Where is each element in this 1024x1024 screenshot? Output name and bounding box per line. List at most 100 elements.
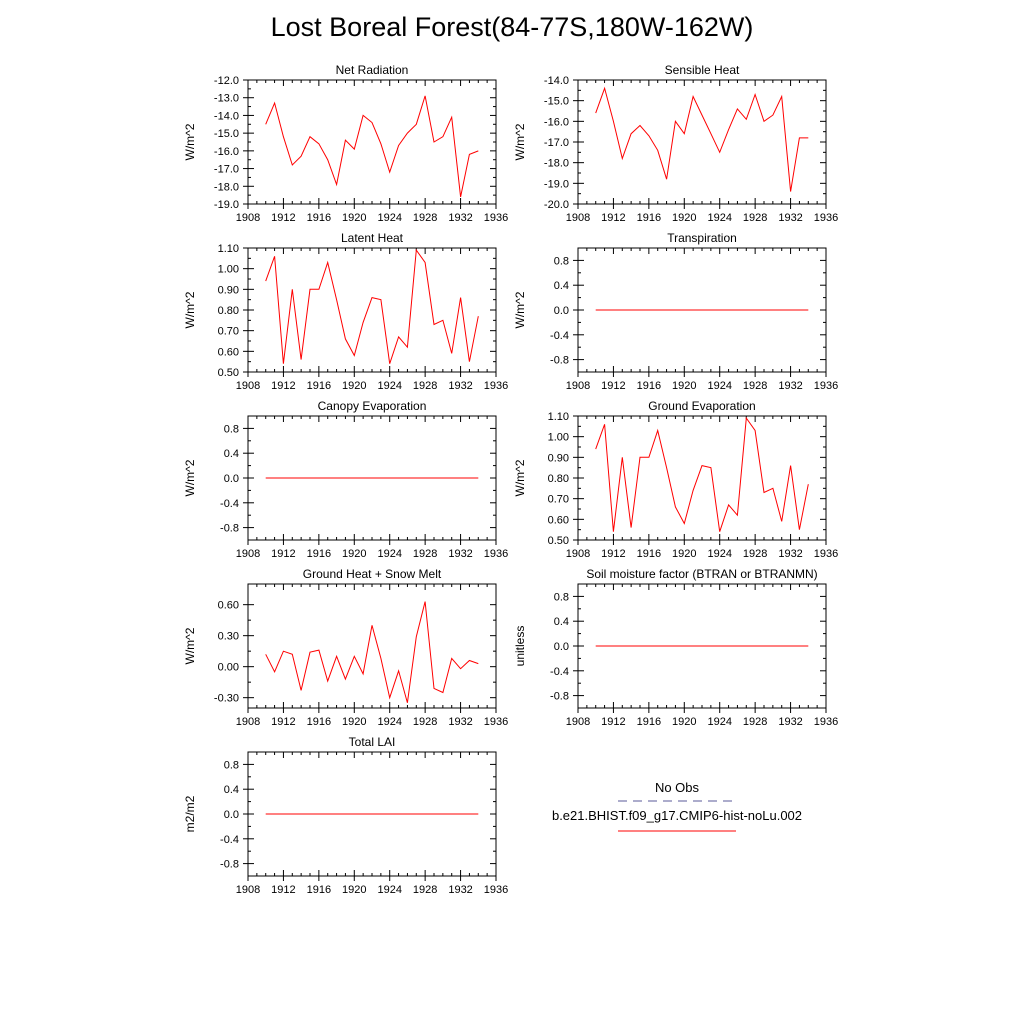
- x-tick-label: 1920: [672, 548, 696, 560]
- x-tick-label: 1936: [814, 548, 838, 560]
- y-tick-label: 0.00: [218, 662, 239, 674]
- series-line-ground-evaporation: [595, 416, 809, 532]
- x-tick-label: 1920: [342, 548, 366, 560]
- y-axis-label: W/m^2: [513, 459, 527, 496]
- x-tick-label: 1916: [637, 716, 661, 728]
- panel-title: Net Radiation: [336, 63, 409, 77]
- page-title: Lost Boreal Forest(84-77S,180W-162W): [270, 12, 754, 42]
- x-tick-label: 1928: [743, 716, 767, 728]
- x-tick-label: 1928: [413, 716, 437, 728]
- x-tick-label: 1912: [271, 716, 295, 728]
- y-tick-label: -0.8: [220, 859, 239, 871]
- x-tick-label: 1912: [601, 212, 625, 224]
- x-tick-label: 1932: [448, 212, 472, 224]
- panel-transpiration: Transpiration W/m^2 1908 1912 1916 1920 1924 19…: [513, 231, 838, 392]
- panel-title: Canopy Evaporation: [318, 399, 427, 413]
- y-axis-label: W/m^2: [183, 627, 197, 664]
- x-tick-label: 1912: [271, 380, 295, 392]
- x-tick-label: 1908: [566, 212, 590, 224]
- y-tick-label: -0.30: [214, 693, 239, 705]
- y-tick-label: -17.0: [214, 164, 239, 176]
- x-tick-label: 1928: [413, 548, 437, 560]
- y-tick-label: 0.90: [218, 284, 239, 296]
- x-tick-label: 1936: [484, 884, 508, 896]
- x-tick-label: 1912: [271, 884, 295, 896]
- series-line-sensible-heat: [595, 86, 809, 192]
- x-tick-label: 1908: [236, 884, 260, 896]
- x-tick-label: 1920: [342, 716, 366, 728]
- x-tick-label: 1912: [271, 212, 295, 224]
- x-tick-label: 1908: [566, 548, 590, 560]
- y-tick-label: 0.0: [224, 473, 239, 485]
- x-tick-label: 1916: [637, 380, 661, 392]
- x-tick-label: 1920: [672, 380, 696, 392]
- y-tick-label: -19.0: [544, 178, 569, 190]
- x-tick-label: 1936: [814, 716, 838, 728]
- y-tick-label: 0.8: [554, 255, 569, 267]
- y-axis-label: unitless: [513, 626, 527, 667]
- y-tick-label: -0.4: [550, 666, 569, 678]
- y-tick-label: -16.0: [214, 146, 239, 158]
- y-tick-label: -0.8: [220, 523, 239, 535]
- plot-frame: [247, 583, 497, 709]
- y-tick-label: -15.0: [544, 96, 569, 108]
- x-tick-label: 1912: [601, 548, 625, 560]
- x-tick-label: 1908: [566, 380, 590, 392]
- panel-title: Ground Heat + Snow Melt: [303, 567, 442, 581]
- series-line-latent-heat: [265, 248, 479, 364]
- y-tick-label: -14.0: [214, 110, 239, 122]
- series-line-net-radiation: [265, 95, 479, 198]
- x-tick-label: 1932: [778, 212, 802, 224]
- x-tick-label: 1920: [672, 212, 696, 224]
- y-tick-label: 0.4: [224, 448, 239, 460]
- x-tick-label: 1932: [778, 716, 802, 728]
- y-tick-label: 0.8: [224, 423, 239, 435]
- x-tick-label: 1928: [743, 212, 767, 224]
- y-axis-label: m2/m2: [183, 795, 197, 832]
- y-tick-label: -0.8: [550, 691, 569, 703]
- x-tick-label: 1924: [377, 884, 401, 896]
- panel-title: Transpiration: [667, 231, 737, 245]
- panels: Net Radiation W/m^2 1908 1912 1916 1920 1924 19…: [183, 63, 838, 896]
- x-tick-label: 1932: [448, 380, 472, 392]
- x-tick-label: 1924: [707, 380, 731, 392]
- x-tick-label: 1936: [484, 380, 508, 392]
- y-tick-label: 0.8: [554, 591, 569, 603]
- x-tick-label: 1908: [236, 212, 260, 224]
- y-tick-label: -0.4: [550, 330, 569, 342]
- panel-latent-heat: Latent Heat W/m^2 1908 1912 1916 1920 1924 1928…: [183, 231, 508, 392]
- x-tick-label: 1916: [307, 716, 331, 728]
- y-tick-label: 0.60: [548, 514, 569, 526]
- x-tick-label: 1916: [637, 548, 661, 560]
- legend-obs-label: No Obs: [655, 780, 700, 795]
- x-tick-label: 1932: [448, 716, 472, 728]
- x-tick-label: 1908: [566, 716, 590, 728]
- y-tick-label: 0.70: [548, 494, 569, 506]
- y-tick-label: -12.0: [214, 75, 239, 87]
- x-tick-label: 1928: [413, 380, 437, 392]
- x-tick-label: 1936: [484, 716, 508, 728]
- y-tick-label: 0.4: [554, 616, 569, 628]
- x-tick-label: 1924: [377, 716, 401, 728]
- y-tick-label: 1.10: [218, 243, 239, 255]
- y-tick-label: 0.8: [224, 759, 239, 771]
- y-tick-label: 0.0: [224, 809, 239, 821]
- legend-model-label: b.e21.BHIST.f09_g17.CMIP6-hist-noLu.002: [552, 808, 802, 823]
- panel-net-radiation: Net Radiation W/m^2 1908 1912 1916 1920 1924 19…: [183, 63, 508, 224]
- panel-canopy-evaporation: Canopy Evaporation W/m^2 1908 1912 1916 1920 1…: [183, 399, 508, 560]
- y-tick-label: -16.0: [544, 116, 569, 128]
- y-axis-label: W/m^2: [183, 291, 197, 328]
- x-tick-label: 1920: [342, 212, 366, 224]
- x-tick-label: 1908: [236, 548, 260, 560]
- y-tick-label: -18.0: [544, 158, 569, 170]
- y-tick-label: -19.0: [214, 199, 239, 211]
- y-tick-label: 0.60: [218, 600, 239, 612]
- x-tick-label: 1916: [307, 380, 331, 392]
- plot-frame: [577, 79, 827, 205]
- y-tick-label: -18.0: [214, 181, 239, 193]
- y-tick-label: 1.00: [218, 264, 239, 276]
- y-tick-label: 0.50: [218, 367, 239, 379]
- x-tick-label: 1920: [342, 884, 366, 896]
- series-line-ground-heat-snow-melt: [265, 601, 479, 703]
